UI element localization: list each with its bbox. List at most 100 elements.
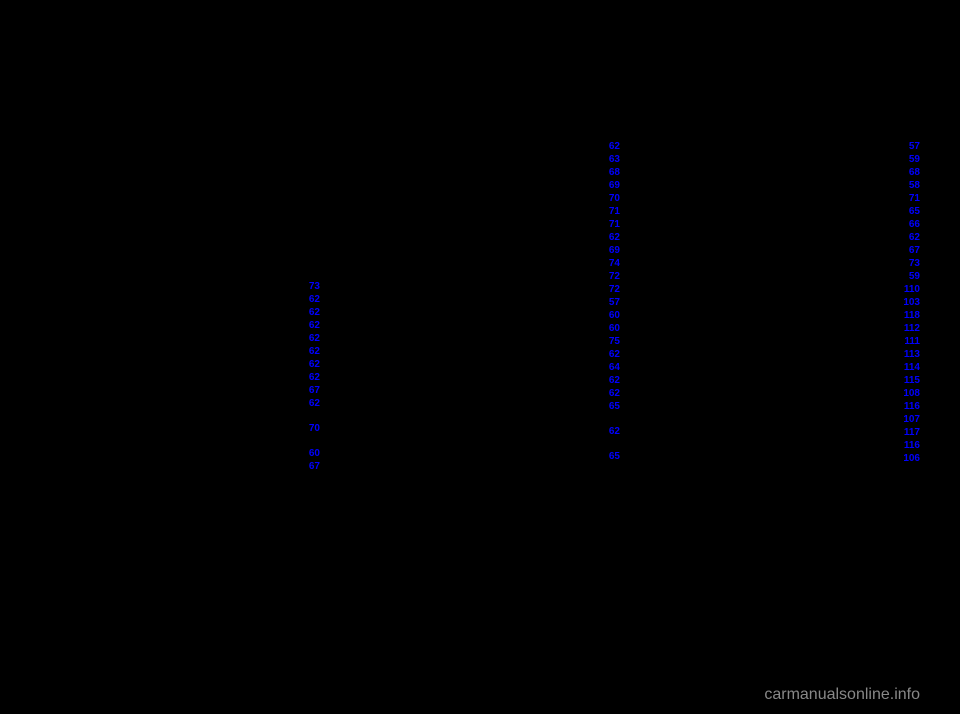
page-number-link[interactable]: 62 xyxy=(600,231,620,244)
page-number-link[interactable]: 72 xyxy=(600,283,620,296)
index-entry: 73 xyxy=(40,280,320,293)
index-entry: 71 xyxy=(340,205,620,218)
page-number-link[interactable]: 103 xyxy=(900,296,920,309)
index-entry: 72 xyxy=(340,270,620,283)
page-number-link[interactable]: 67 xyxy=(900,244,920,257)
page-number-link[interactable]: 117 xyxy=(900,426,920,439)
page-number-link[interactable]: 115 xyxy=(900,374,920,387)
page-number-link[interactable]: 73 xyxy=(900,257,920,270)
page-number-link[interactable]: 62 xyxy=(600,374,620,387)
page-number-link[interactable]: 73 xyxy=(300,280,320,293)
page-number-link[interactable]: 71 xyxy=(900,192,920,205)
index-entry: 66 xyxy=(640,218,920,231)
index-entry: 114 xyxy=(640,361,920,374)
page-number-link[interactable]: 118 xyxy=(900,309,920,322)
page-number-link[interactable]: 62 xyxy=(300,319,320,332)
index-entry: 62 xyxy=(340,231,620,244)
page-number-link[interactable]: 106 xyxy=(900,452,920,465)
page-number-link[interactable]: 62 xyxy=(900,231,920,244)
page-number-link[interactable]: 107 xyxy=(900,413,920,426)
page-number-link[interactable]: 63 xyxy=(600,153,620,166)
index-entry: 75 xyxy=(340,335,620,348)
page-number-link[interactable]: 71 xyxy=(600,205,620,218)
index-entry: 117 xyxy=(640,426,920,439)
page-number-link[interactable]: 114 xyxy=(900,361,920,374)
page-number-link[interactable]: 68 xyxy=(600,166,620,179)
index-entry: 62 xyxy=(40,345,320,358)
page-number-link[interactable]: 65 xyxy=(600,450,620,463)
page-number-link[interactable]: 59 xyxy=(900,153,920,166)
page-number-link[interactable]: 62 xyxy=(600,140,620,153)
column-1: 73626262626262626762706067 xyxy=(40,140,320,654)
page-number-link[interactable]: 67 xyxy=(300,460,320,473)
page-number-link[interactable]: 111 xyxy=(900,335,920,348)
column-3: 5759685871656662677359110103118112111113… xyxy=(640,140,920,654)
page-number-link[interactable]: 108 xyxy=(900,387,920,400)
page-number-link[interactable]: 58 xyxy=(900,179,920,192)
page-number-link[interactable]: 62 xyxy=(300,293,320,306)
index-entry: 111 xyxy=(640,335,920,348)
index-entry: 60 xyxy=(340,309,620,322)
index-entry: 62 xyxy=(340,348,620,361)
index-entry: 118 xyxy=(640,309,920,322)
page-number-link[interactable]: 66 xyxy=(900,218,920,231)
page-number-link[interactable]: 71 xyxy=(600,218,620,231)
page-number-link[interactable]: 57 xyxy=(900,140,920,153)
index-entry: 74 xyxy=(340,257,620,270)
index-entry: 103 xyxy=(640,296,920,309)
index-entry: 65 xyxy=(340,450,620,463)
page-number-link[interactable]: 62 xyxy=(300,306,320,319)
index-entry: 65 xyxy=(340,400,620,413)
page-number-link[interactable]: 60 xyxy=(600,309,620,322)
page-number-link[interactable]: 62 xyxy=(300,358,320,371)
index-entry: 60 xyxy=(40,447,320,460)
index-entry: 59 xyxy=(640,153,920,166)
page-number-link[interactable]: 116 xyxy=(900,439,920,452)
index-entry: 60 xyxy=(340,322,620,335)
page-number-link[interactable]: 62 xyxy=(300,332,320,345)
entry-gap xyxy=(40,410,320,422)
page-number-link[interactable]: 60 xyxy=(600,322,620,335)
page-number-link[interactable]: 62 xyxy=(300,397,320,410)
page-number-link[interactable]: 72 xyxy=(600,270,620,283)
page-number-link[interactable]: 69 xyxy=(600,244,620,257)
index-entry: 69 xyxy=(340,244,620,257)
index-entry: 68 xyxy=(640,166,920,179)
page-number-link[interactable]: 62 xyxy=(600,425,620,438)
page-number-link[interactable]: 69 xyxy=(600,179,620,192)
index-entry: 59 xyxy=(640,270,920,283)
index-entry: 62 xyxy=(40,332,320,345)
page-number-link[interactable]: 65 xyxy=(900,205,920,218)
index-entry: 62 xyxy=(40,306,320,319)
page-number-link[interactable]: 62 xyxy=(600,387,620,400)
page-number-link[interactable]: 68 xyxy=(900,166,920,179)
page-number-link[interactable]: 59 xyxy=(900,270,920,283)
page-number-link[interactable]: 64 xyxy=(600,361,620,374)
page-number-link[interactable]: 62 xyxy=(300,371,320,384)
index-entry: 112 xyxy=(640,322,920,335)
page-number-link[interactable]: 57 xyxy=(600,296,620,309)
page-number-link[interactable]: 70 xyxy=(600,192,620,205)
page-number-link[interactable]: 110 xyxy=(900,283,920,296)
page-number-link[interactable]: 112 xyxy=(900,322,920,335)
index-entry: 71 xyxy=(640,192,920,205)
index-entry: 110 xyxy=(640,283,920,296)
index-entry: 62 xyxy=(640,231,920,244)
page-number-link[interactable]: 116 xyxy=(900,400,920,413)
index-entry: 73 xyxy=(640,257,920,270)
page-number-link[interactable]: 67 xyxy=(300,384,320,397)
page-number-link[interactable]: 75 xyxy=(600,335,620,348)
page-number-link[interactable]: 62 xyxy=(600,348,620,361)
index-entry: 116 xyxy=(640,439,920,452)
page-number-link[interactable]: 60 xyxy=(300,447,320,460)
index-entry: 69 xyxy=(340,179,620,192)
page-number-link[interactable]: 113 xyxy=(900,348,920,361)
index-entry: 72 xyxy=(340,283,620,296)
page-number-link[interactable]: 74 xyxy=(600,257,620,270)
page-number-link[interactable]: 65 xyxy=(600,400,620,413)
index-columns: 73626262626262626762706067 6263686970717… xyxy=(40,40,920,654)
page-number-link[interactable]: 70 xyxy=(300,422,320,435)
page-number-link[interactable]: 62 xyxy=(300,345,320,358)
index-entry: 62 xyxy=(40,293,320,306)
page-container: 73626262626262626762706067 6263686970717… xyxy=(40,40,920,654)
